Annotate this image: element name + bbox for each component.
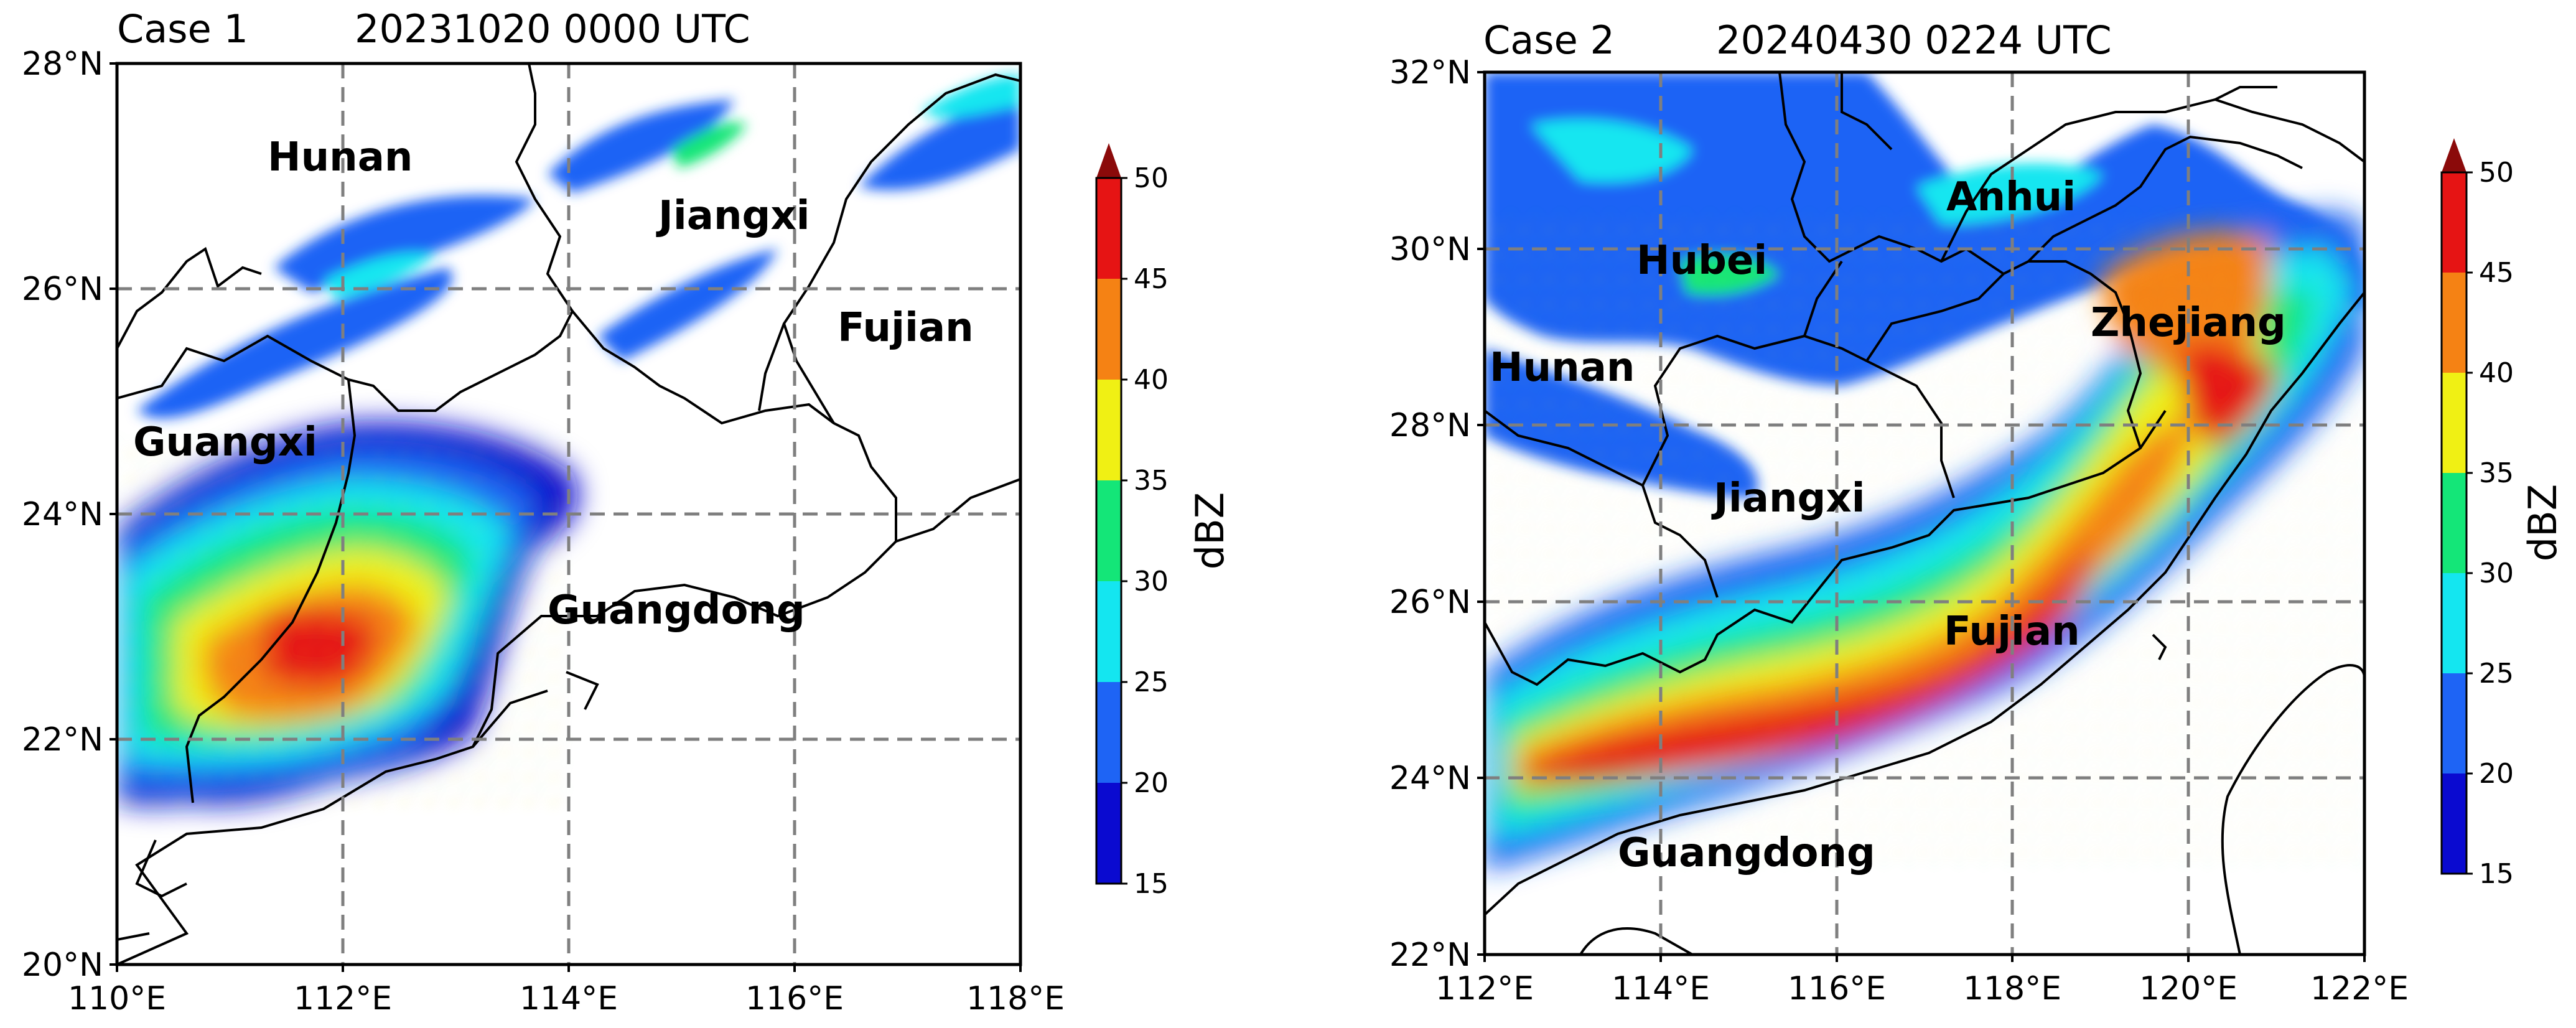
colorbar-frame [2440, 171, 2468, 875]
lat-axis-2: 32°N 30°N 28°N 26°N 24°N 22°N [1389, 54, 1485, 974]
lon-axis-1: 110°E 112°E 114°E 116°E 118°E [68, 965, 1065, 1017]
colorbar-swatches [1096, 178, 1121, 884]
colorbar-swatch [1096, 783, 1121, 884]
colorbar-swatch [2442, 273, 2466, 373]
colorbar-swatch [2442, 773, 2466, 874]
colorbar-tick-label: 50 [1134, 162, 1169, 194]
colorbar-1: 15 20 25 30 35 40 45 50 dBZ [1095, 143, 1233, 900]
lon-tick-label: 112°E [1435, 970, 1534, 1007]
province-label: Hunan [268, 134, 413, 180]
colorbar-swatch [1096, 380, 1121, 480]
lon-tick-label: 122°E [2310, 970, 2409, 1007]
lat-tick-label: 24°N [1389, 760, 1471, 797]
colorbar-frame [1095, 177, 1122, 885]
colorbar-tick-label: 15 [1134, 868, 1169, 900]
lon-tick-label: 118°E [1963, 970, 2061, 1007]
lat-tick-label: 30°N [1389, 231, 1471, 268]
province-label: Jiangxi [1711, 475, 1865, 521]
colorbar-tick-label: 30 [2479, 558, 2514, 589]
lat-tick-label: 26°N [1389, 584, 1471, 621]
lat-axis-1: 28°N 26°N 24°N 22°N 20°N [22, 45, 117, 984]
lat-tick-label: 22°N [1389, 937, 1471, 974]
lat-tick-label: 32°N [1389, 54, 1471, 91]
colorbar-swatch [2442, 573, 2466, 673]
case-label-1: Case 1 [117, 6, 248, 52]
lat-tick-label: 26°N [22, 271, 103, 308]
lon-axis-2: 112°E 114°E 116°E 118°E 120°E 122°E [1435, 955, 2409, 1007]
province-label: Hunan [1490, 345, 1635, 391]
colorbar-tick-label: 25 [2479, 658, 2514, 689]
province-labels-1: Hunan Jiangxi Fujian Guangxi Guangdong [133, 134, 974, 633]
lat-tick-label: 28°N [1389, 407, 1471, 444]
colorbar-swatch [1096, 178, 1121, 279]
lon-tick-label: 114°E [1612, 970, 1710, 1007]
province-label: Jiangxi [656, 193, 810, 239]
colorbar-label: dBZ [1187, 492, 1233, 569]
radar-reflectivity-1 [117, 75, 1020, 809]
lon-tick-label: 114°E [520, 980, 618, 1017]
colorbar-swatch [1096, 279, 1121, 380]
province-label: Guangdong [1618, 830, 1875, 876]
lat-tick-label: 20°N [22, 946, 103, 984]
colorbar-tick-label: 20 [1134, 767, 1169, 799]
colorbar-tick-label: 45 [1134, 263, 1169, 295]
colorbar-label: dBZ [2520, 484, 2565, 561]
colorbar-swatch [2442, 473, 2466, 573]
province-label: Anhui [1946, 174, 2076, 220]
colorbar-tick-label: 40 [2479, 357, 2514, 389]
colorbar-swatch [1096, 581, 1121, 682]
colorbar-extend-arrow [1096, 143, 1121, 178]
time-label-2: 20240430 0224 UTC [1716, 17, 2112, 63]
colorbar-tick-label: 30 [1134, 566, 1169, 597]
province-label: Fujian [1944, 609, 2080, 655]
colorbar-tick-label: 35 [1134, 465, 1169, 497]
map-frame-2 [1483, 70, 2366, 956]
lat-tick-label: 24°N [22, 496, 103, 533]
lat-tick-label: 28°N [22, 45, 103, 83]
province-label: Guangxi [133, 419, 317, 465]
province-label: Zhejiang [2091, 300, 2286, 346]
province-borders-1 [117, 63, 1020, 965]
lon-tick-label: 116°E [1788, 970, 1886, 1007]
colorbar-swatch [1096, 480, 1121, 581]
lat-tick-label: 22°N [22, 721, 103, 759]
map-panel-case-1: Case 1 20231020 0000 UTC [22, 6, 1065, 1017]
colorbar-tick-label: 25 [1134, 666, 1169, 698]
case-label-2: Case 2 [1483, 17, 1615, 63]
colorbar-extend-arrow [2442, 138, 2466, 172]
colorbar-swatches [2442, 172, 2466, 874]
colorbar-swatch [2442, 673, 2466, 773]
colorbar-swatch [2442, 172, 2466, 273]
colorbar-tick-label: 15 [2479, 858, 2514, 890]
colorbar-tick-label: 50 [2479, 157, 2514, 189]
province-label: Guangdong [548, 587, 805, 633]
province-labels-2: Anhui Hubei Zhejiang Hunan Jiangxi Fujia… [1490, 174, 2286, 876]
lon-tick-label: 120°E [2139, 970, 2238, 1007]
lon-tick-label: 116°E [745, 980, 844, 1017]
time-label-1: 20231020 0000 UTC [355, 6, 750, 52]
colorbar-swatch [1096, 682, 1121, 783]
colorbar-ticks: 15 20 25 30 35 40 45 50 [2466, 157, 2514, 890]
lon-tick-label: 112°E [294, 980, 392, 1017]
colorbar-swatch [2442, 373, 2466, 473]
colorbar-tick-label: 40 [1134, 364, 1169, 396]
gridlines-1 [117, 63, 1020, 965]
lon-tick-label: 110°E [68, 980, 166, 1017]
province-label: Fujian [838, 305, 974, 351]
colorbar-tick-label: 35 [2479, 457, 2514, 489]
province-label: Hubei [1636, 238, 1767, 284]
lon-tick-label: 118°E [966, 980, 1065, 1017]
colorbar-2: 15 20 25 30 35 40 45 50 dBZ [2440, 138, 2565, 890]
map-panel-case-2: Case 2 20240430 0224 UTC [1389, 17, 2409, 1007]
gridlines-2 [1485, 72, 2364, 955]
colorbar-tick-label: 45 [2479, 257, 2514, 289]
colorbar-tick-label: 20 [2479, 758, 2514, 790]
radar-reflectivity-2 [1485, 72, 2364, 871]
radar-echo-bands-north-1 [137, 75, 1020, 419]
colorbar-ticks: 15 20 25 30 35 40 45 50 [1121, 162, 1169, 900]
